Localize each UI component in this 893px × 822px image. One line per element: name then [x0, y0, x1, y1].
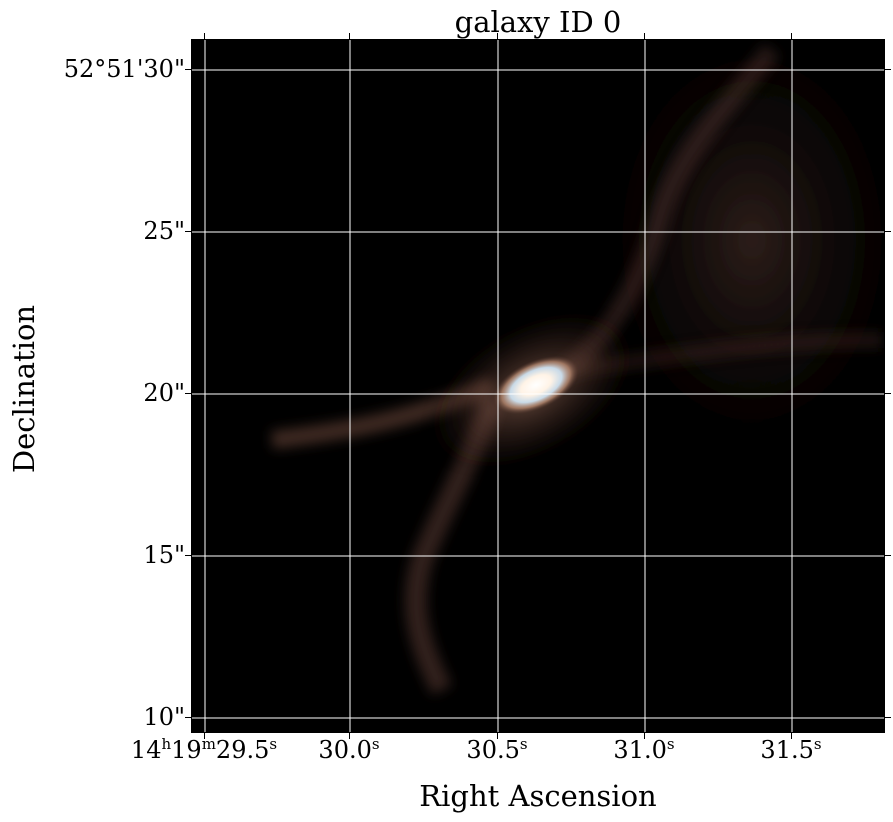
- x-tick-mark: [791, 733, 792, 739]
- y-tick-mark-right: [885, 555, 891, 556]
- y-tick-mark: [185, 393, 191, 394]
- y-tick-mark: [185, 69, 191, 70]
- x-tick-mark-top: [497, 33, 498, 39]
- y-tick-mark-right: [885, 231, 891, 232]
- y-tick-label: 10": [143, 703, 185, 731]
- x-tick-mark: [644, 733, 645, 739]
- y-tick-mark-right: [885, 717, 891, 718]
- x-axis-label: Right Ascension: [419, 779, 657, 813]
- x-tick-mark-top: [204, 33, 205, 39]
- x-tick-label: 14h19m29.5s: [130, 735, 278, 764]
- x-tick-mark-top: [349, 33, 350, 39]
- faint-emission-upper-right: [582, 40, 884, 480]
- x-tick-mark: [204, 733, 205, 739]
- y-tick-label: 25": [143, 217, 185, 245]
- y-tick-mark-right: [885, 393, 891, 394]
- x-tick-mark-top: [791, 33, 792, 39]
- x-tick-mark: [349, 733, 350, 739]
- x-tick-label: 31.5s: [760, 735, 822, 764]
- x-tick-mark: [497, 733, 498, 739]
- x-tick-label: 30.0s: [318, 735, 380, 764]
- y-tick-label: 52°51'30": [63, 55, 185, 83]
- x-tick-mark-top: [644, 33, 645, 39]
- x-tick-label: 31.0s: [613, 735, 675, 764]
- coordinate-grid: [192, 40, 884, 732]
- galaxy-image: [191, 39, 885, 733]
- y-tick-mark: [185, 555, 191, 556]
- y-tick-label: 20": [143, 379, 185, 407]
- y-tick-mark-right: [885, 69, 891, 70]
- plot-title: galaxy ID 0: [454, 5, 622, 39]
- x-tick-label: 30.5s: [466, 735, 528, 764]
- y-tick-label: 15": [143, 541, 185, 569]
- galaxy-core: [493, 355, 579, 415]
- y-axis-label: Declination: [7, 304, 41, 474]
- y-tick-mark: [185, 717, 191, 718]
- y-tick-mark: [185, 231, 191, 232]
- galaxy-image-svg: [192, 40, 884, 732]
